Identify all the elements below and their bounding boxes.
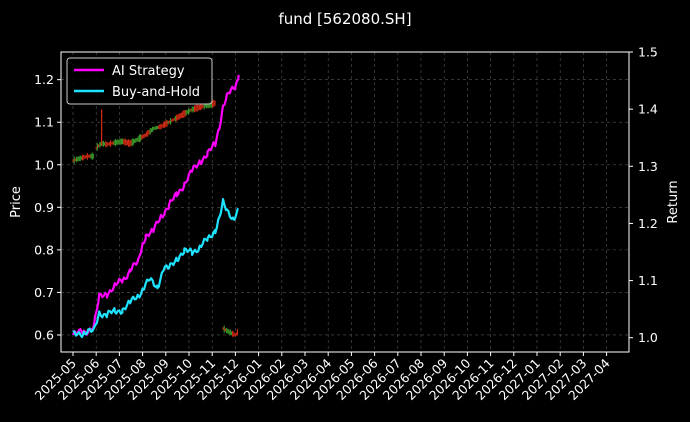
left-tick-label: 1.2 bbox=[34, 72, 54, 87]
legend-label-buy-and-hold: Buy-and-Hold bbox=[112, 85, 200, 100]
chart-title: fund [562080.SH] bbox=[278, 10, 411, 28]
right-tick-label: 1.0 bbox=[638, 330, 658, 345]
right-tick-label: 1.4 bbox=[638, 102, 658, 117]
legend-label-ai-strategy: AI Strategy bbox=[112, 64, 185, 79]
right-axis: 1.0 1.1 1.2 1.3 1.4 1.5 bbox=[629, 45, 658, 345]
left-tick-label: 0.7 bbox=[34, 285, 54, 300]
right-tick-label: 1.3 bbox=[638, 159, 658, 174]
series-line-buy-and-hold bbox=[72, 198, 239, 339]
left-tick-label: 0.9 bbox=[34, 200, 54, 215]
plot-frame bbox=[60, 51, 630, 353]
x-axis: 2025-052025-062025-072025-082025-092025-… bbox=[32, 352, 613, 403]
series-lines bbox=[71, 74, 240, 339]
right-tick-label: 1.2 bbox=[638, 216, 658, 231]
right-tick-label: 1.1 bbox=[638, 273, 658, 288]
left-tick-label: 1.1 bbox=[34, 115, 54, 130]
legend: AI Strategy Buy-and-Hold bbox=[66, 57, 213, 105]
left-tick-label: 1.0 bbox=[34, 157, 54, 172]
right-axis-label: Return bbox=[666, 180, 681, 223]
left-tick-label: 0.8 bbox=[34, 242, 54, 257]
left-axis: 0.6 0.7 0.8 0.9 1.0 1.1 1.2 bbox=[34, 72, 61, 342]
left-tick-label: 0.6 bbox=[34, 327, 54, 342]
price-candles bbox=[72, 99, 238, 337]
right-tick-label: 1.5 bbox=[638, 45, 658, 60]
left-axis-label: Price bbox=[9, 186, 24, 218]
series-line-ai-strategy bbox=[71, 74, 240, 336]
